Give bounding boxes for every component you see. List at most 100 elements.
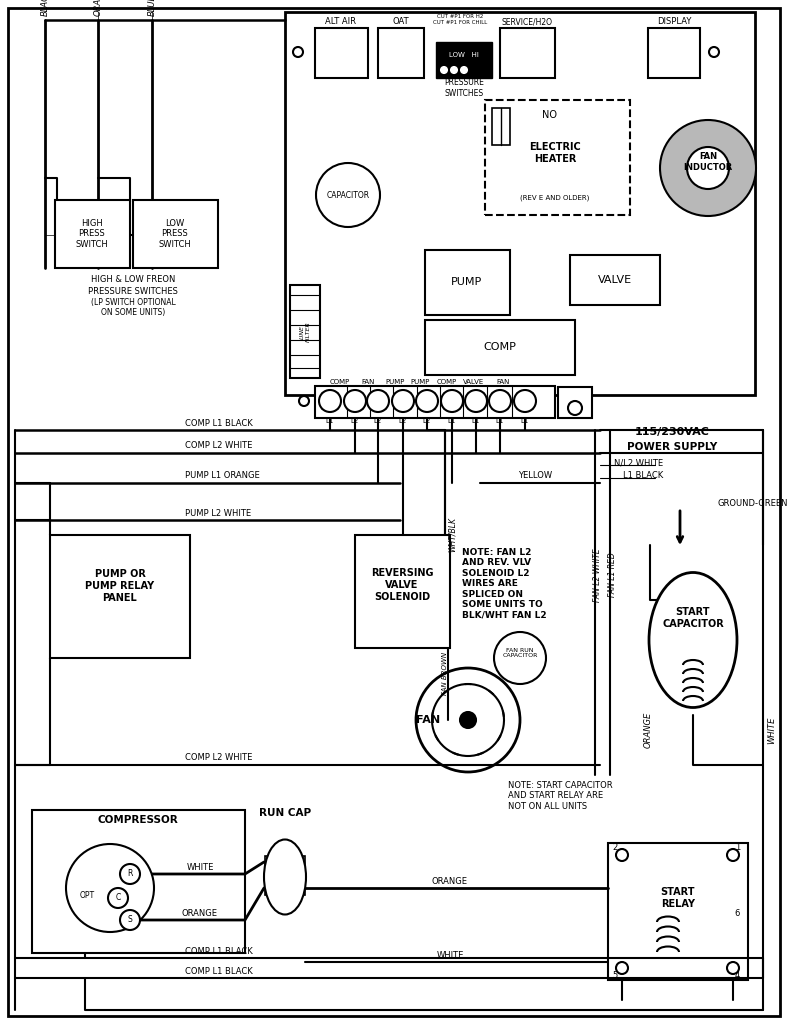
Bar	[570, 255, 660, 305]
Text: L2: L2	[374, 418, 382, 424]
Bar	[265, 856, 305, 869]
Text: COMP L1 BLACK: COMP L1 BLACK	[185, 967, 253, 976]
Circle shape	[416, 668, 520, 772]
Text: OAT: OAT	[392, 17, 409, 27]
Circle shape	[727, 962, 739, 974]
Text: L1: L1	[521, 418, 530, 424]
Text: FAN: FAN	[496, 379, 510, 385]
Circle shape	[441, 390, 463, 412]
Text: L1: L1	[496, 418, 504, 424]
Bar	[265, 882, 305, 895]
Text: WHT/BLK: WHT/BLK	[448, 517, 456, 553]
Circle shape	[460, 712, 476, 728]
Circle shape	[489, 390, 511, 412]
Text: ORANGE: ORANGE	[94, 0, 102, 16]
Circle shape	[441, 67, 447, 73]
Text: START
RELAY: START RELAY	[661, 887, 695, 909]
Circle shape	[120, 910, 140, 930]
Circle shape	[465, 390, 487, 412]
Text: FAN BROWN: FAN BROWN	[442, 651, 448, 694]
Bar	[436, 42, 492, 78]
Text: CUT #P1 FOR H2: CUT #P1 FOR H2	[437, 13, 483, 18]
Text: PUMP L2 WHITE: PUMP L2 WHITE	[185, 509, 251, 517]
Text: PUMP: PUMP	[452, 278, 482, 287]
Text: ORANGE: ORANGE	[182, 908, 218, 918]
Circle shape	[568, 401, 582, 415]
Circle shape	[616, 849, 628, 861]
Text: ORANGE: ORANGE	[432, 877, 468, 886]
Text: ORANGE: ORANGE	[644, 712, 652, 749]
Text: PRESSURE SWITCHES: PRESSURE SWITCHES	[88, 287, 178, 296]
Text: PUMP: PUMP	[385, 379, 405, 385]
Circle shape	[293, 47, 303, 57]
Text: R: R	[128, 869, 132, 879]
Text: L2: L2	[351, 418, 359, 424]
Bar	[425, 250, 510, 315]
Bar	[355, 535, 450, 648]
Text: COMP L2 WHITE: COMP L2 WHITE	[185, 754, 252, 763]
Text: 4: 4	[734, 972, 740, 981]
Text: LOW   HI: LOW HI	[449, 52, 479, 58]
Text: DISPLAY: DISPLAY	[657, 17, 691, 27]
Text: COMP: COMP	[437, 379, 457, 385]
Text: NOTE: START CAPACITOR
AND START RELAY ARE
NOT ON ALL UNITS: NOTE: START CAPACITOR AND START RELAY AR…	[508, 781, 612, 811]
Bar	[32, 810, 245, 953]
Text: CAPACITOR: CAPACITOR	[326, 190, 370, 200]
Text: HIGH & LOW FREON: HIGH & LOW FREON	[91, 275, 175, 285]
Circle shape	[120, 864, 140, 884]
Circle shape	[514, 390, 536, 412]
Text: C: C	[115, 894, 121, 902]
Text: FAN
INDUCTOR: FAN INDUCTOR	[683, 153, 733, 172]
Text: WHITE: WHITE	[768, 717, 776, 743]
Circle shape	[392, 390, 414, 412]
Text: ON SOME UNITS): ON SOME UNITS)	[101, 307, 165, 316]
Circle shape	[299, 396, 309, 406]
Text: WHITE: WHITE	[186, 862, 214, 871]
Text: PUMP OR
PUMP RELAY
PANEL: PUMP OR PUMP RELAY PANEL	[85, 569, 154, 602]
Text: COMP L2 WHITE: COMP L2 WHITE	[185, 441, 252, 451]
Text: S: S	[128, 915, 132, 925]
Text: OPT: OPT	[80, 891, 95, 899]
Circle shape	[461, 67, 467, 73]
Text: NO: NO	[542, 110, 557, 120]
Ellipse shape	[264, 840, 306, 914]
Text: CUT #P1 FOR CHILL: CUT #P1 FOR CHILL	[433, 20, 487, 26]
Bar	[133, 200, 218, 268]
Bar	[378, 28, 424, 78]
Text: YELLOW: YELLOW	[518, 471, 552, 480]
Text: LINE
FILTER: LINE FILTER	[299, 322, 310, 342]
Text: L1: L1	[325, 418, 334, 424]
Text: (REV E AND OLDER): (REV E AND OLDER)	[520, 195, 589, 202]
Circle shape	[416, 390, 438, 412]
Text: SERVICE/H2O: SERVICE/H2O	[501, 17, 552, 27]
Circle shape	[616, 962, 628, 974]
Text: PUMP L1 ORANGE: PUMP L1 ORANGE	[185, 471, 260, 480]
Text: HIGH
PRESS
SWITCH: HIGH PRESS SWITCH	[76, 219, 109, 249]
Ellipse shape	[649, 572, 737, 708]
Bar	[500, 28, 555, 78]
Bar	[290, 285, 320, 378]
Text: COMPRESSOR: COMPRESSOR	[98, 815, 178, 825]
Circle shape	[687, 147, 729, 189]
Text: POWER SUPPLY: POWER SUPPLY	[627, 442, 717, 452]
Text: 115/230VAC: 115/230VAC	[634, 427, 709, 437]
Text: COMP L1 BLACK: COMP L1 BLACK	[185, 946, 253, 955]
Text: VALVE: VALVE	[463, 379, 485, 385]
Text: REVERSING
VALVE
SOLENOID: REVERSING VALVE SOLENOID	[370, 568, 433, 602]
Text: 5: 5	[612, 972, 617, 981]
Circle shape	[727, 849, 739, 861]
Circle shape	[494, 632, 546, 684]
Text: START
CAPACITOR: START CAPACITOR	[662, 607, 724, 629]
Text: FAN RUN
CAPACITOR: FAN RUN CAPACITOR	[502, 647, 537, 658]
Bar	[315, 28, 368, 78]
Text: FAN: FAN	[416, 715, 440, 725]
Text: COMP: COMP	[484, 342, 516, 352]
Text: BLUE: BLUE	[147, 0, 157, 16]
Text: NOTE: FAN L2
AND REV. VLV
SOLENOID L2
WIRES ARE
SPLICED ON
SOME UNITS TO
BLK/WHT: NOTE: FAN L2 AND REV. VLV SOLENOID L2 WI…	[462, 548, 547, 620]
Text: 1: 1	[734, 844, 740, 853]
Text: N/L2 WHITE: N/L2 WHITE	[614, 459, 663, 468]
Bar	[608, 843, 748, 980]
Text: L2: L2	[399, 418, 407, 424]
Text: ALT AIR: ALT AIR	[325, 17, 356, 27]
Bar	[50, 535, 190, 658]
